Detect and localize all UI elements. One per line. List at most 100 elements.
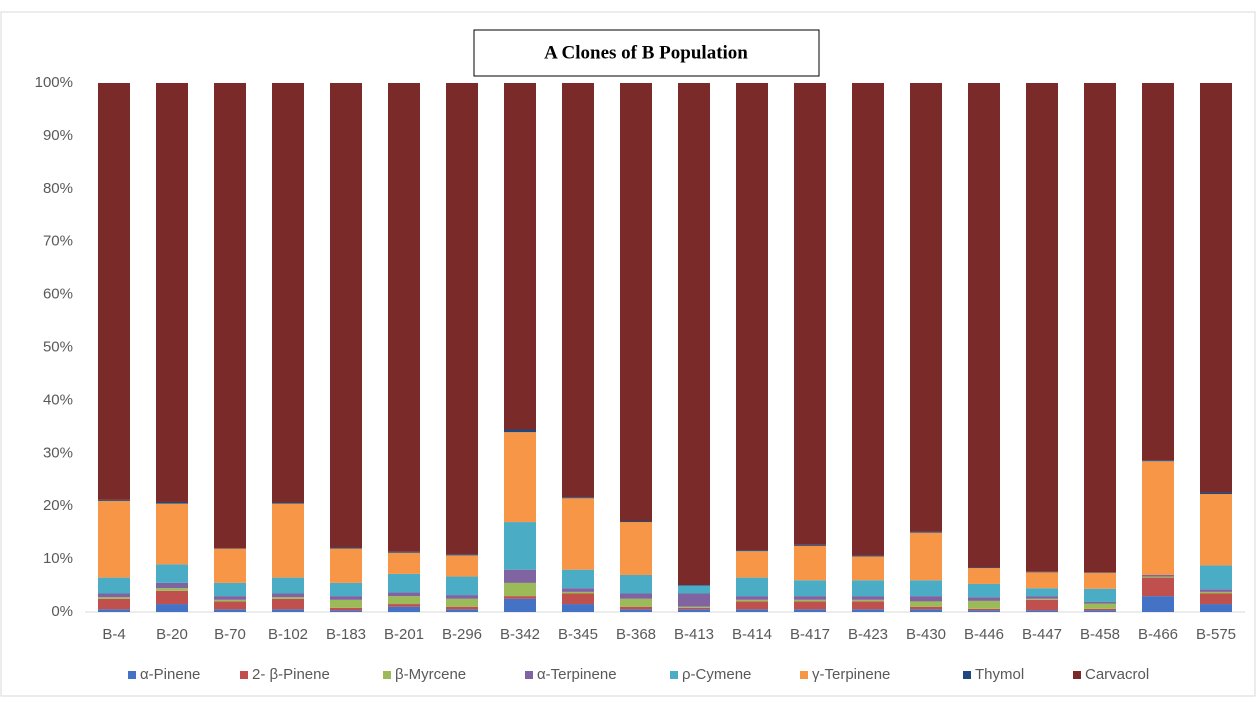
bar-segment [620, 574, 652, 594]
bar-segment [910, 596, 942, 602]
bar-segment [388, 552, 420, 574]
bar-segment [620, 521, 652, 523]
legend-swatch [963, 671, 971, 679]
x-tick-label: B-70 [214, 626, 246, 643]
x-tick-label: B-423 [848, 626, 888, 643]
bar-segment [98, 593, 130, 598]
bar-segment [562, 591, 594, 594]
bar-segment [968, 597, 1000, 601]
bar-segment [678, 607, 710, 610]
x-tick-label: B-201 [384, 626, 424, 643]
bar-segment [1142, 577, 1174, 597]
bar-segment [1084, 588, 1116, 602]
bar-segment [388, 592, 420, 597]
bar-segment [98, 500, 130, 578]
bar-segment [620, 522, 652, 575]
bar-segment [562, 83, 594, 498]
bar-segment [1200, 604, 1232, 612]
bar-segment [620, 593, 652, 599]
bar-segment [562, 604, 594, 612]
legend-label: Thymol [975, 666, 1024, 683]
bar-segment [736, 609, 768, 612]
y-tick-label: 50% [43, 338, 73, 355]
bar-segment [504, 429, 536, 433]
x-tick-label: B-342 [500, 626, 540, 643]
bar-segment [1142, 83, 1174, 461]
bar-segment [504, 596, 536, 599]
bar-segment [214, 596, 246, 600]
bar-segment [388, 604, 420, 607]
bar-segment [1200, 83, 1232, 493]
bar-segment [620, 606, 652, 610]
bar-segment [620, 83, 652, 522]
x-tick-label: B-183 [326, 626, 366, 643]
bar-segment [1200, 494, 1232, 566]
bar-segment [852, 555, 884, 557]
bar-segment [678, 609, 710, 612]
bar-segment [852, 83, 884, 556]
y-tick-label: 30% [43, 444, 73, 461]
bar-segment [388, 551, 420, 553]
bar-segment [794, 580, 826, 597]
bar-segment [1084, 610, 1116, 612]
legend-swatch [128, 671, 136, 679]
bar-segment [98, 597, 130, 599]
bar-segment [1142, 596, 1174, 612]
legend-label: ρ-Cymene [682, 666, 751, 683]
bar-segment [852, 599, 884, 602]
bar-segment [794, 83, 826, 545]
bar-segment [98, 609, 130, 612]
legend-label: β-Myrcene [395, 666, 466, 683]
bar-segment [620, 598, 652, 607]
bar-segment [156, 604, 188, 612]
bar-segment [388, 606, 420, 612]
x-tick-label: B-466 [1138, 626, 1178, 643]
bar-segment [1026, 599, 1058, 611]
bar-segment [968, 567, 1000, 569]
bar-segment [1026, 571, 1058, 573]
bar-segment [1200, 593, 1232, 605]
legend-swatch [240, 671, 248, 679]
bar-segment [272, 577, 304, 594]
bar-segment [1142, 460, 1174, 462]
bar-segment [98, 499, 130, 501]
y-tick-label: 40% [43, 391, 73, 408]
bar-segment [330, 599, 362, 608]
bar-segment [1200, 589, 1232, 592]
bar-segment [446, 555, 478, 577]
bar-segment [794, 599, 826, 602]
legend-label: γ-Terpinene [812, 666, 890, 683]
bar-segment [330, 83, 362, 548]
bar-segment [562, 569, 594, 589]
bar-segment [446, 554, 478, 556]
bar-segment [678, 585, 710, 586]
bar-segment [504, 569, 536, 583]
x-tick-label: B-296 [442, 626, 482, 643]
x-tick-label: B-430 [906, 626, 946, 643]
bar-segment [678, 585, 710, 594]
bar-segment [910, 609, 942, 612]
bar-segment [156, 564, 188, 583]
bar-segment [968, 583, 1000, 598]
bar-segment [330, 610, 362, 612]
bar-segment [214, 547, 246, 549]
bar-segment [1200, 591, 1232, 594]
bar-segment [794, 601, 826, 610]
bar-segment [910, 606, 942, 610]
bar-segment [1084, 572, 1116, 573]
bar-segment [214, 609, 246, 612]
x-tick-label: B-345 [558, 626, 598, 643]
bar-segment [272, 502, 304, 504]
bar-segment [736, 577, 768, 597]
x-tick-label: B-413 [674, 626, 714, 643]
bar-segment [678, 593, 710, 607]
bar-segment [620, 609, 652, 612]
bar-segment [1084, 572, 1116, 589]
x-tick-label: B-446 [964, 626, 1004, 643]
legend-label: 2- β-Pinene [252, 666, 330, 683]
bar-segment [678, 83, 710, 586]
bar-segment [272, 593, 304, 598]
legend-swatch [670, 671, 678, 679]
bar-segment [446, 606, 478, 610]
bar-segment [1026, 572, 1058, 589]
